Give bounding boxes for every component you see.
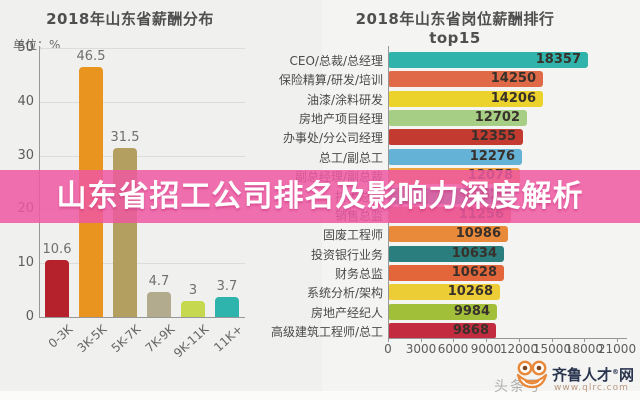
bar-value-label: 3.7 [216,279,238,294]
rank-bar-12 [388,265,504,281]
x-tick-mark [486,338,487,342]
rank-bar-5 [388,129,523,145]
y-gridline [39,263,245,265]
salary-dist-bar-0-3K [45,260,69,317]
rank-bar-4 [388,110,527,126]
rank-row-label: 投资银行业务 [310,248,383,262]
rank-value-label: 10268 [447,284,493,299]
rank-value-label: 10628 [451,265,497,280]
x-tick-mark [552,338,553,342]
x-tick-label: 3000 [405,342,437,356]
rank-bar-1 [388,52,588,68]
qilu-logo-text-tail: 网 [619,366,635,384]
y-tick-label: 40 [17,93,34,109]
rank-row-label: 高级建筑工程师/总工 [270,325,383,339]
x-tick-mark [519,338,520,342]
salary-dist-bar-9K-11K [181,301,205,317]
rank-value-label: 10634 [451,246,497,261]
rank-value-label: 10986 [455,226,501,241]
rank-row-label: 系统分析/架构 [306,286,383,300]
x-tick-mark [453,338,454,342]
rank-value-label: 14250 [490,71,536,86]
rank-value-label: 9868 [452,323,489,338]
rank-value-label: 12702 [474,110,520,125]
rank-value-label: 18357 [535,52,581,67]
bar-value-label: 10.6 [42,242,72,257]
ranking-x-axis-line [388,338,627,339]
bar-value-label: 46.5 [76,49,106,64]
rank-value-label: 12276 [469,149,515,164]
y-tick-label: 30 [17,147,34,163]
y-gridline [39,48,245,49]
rank-bar-13 [388,284,500,300]
bar-value-label: 4.7 [148,274,170,289]
rank-row-label: 固废工程师 [322,228,383,242]
rank-value-label: 12355 [470,129,516,144]
rank-value-label: 14206 [490,91,536,106]
x-tick-label: 18000 [564,342,604,356]
y-tick-label: 50 [17,40,34,55]
headline-text: 山东省招工公司排名及影响力深度解析 [56,179,584,214]
watermark-area: 头条号 齐鲁人才®网 www.qlrc.com [470,356,640,400]
rank-row-label: 办事处/分公司经理 [282,131,383,145]
x-tick-label: 9000 [470,342,502,356]
bar-value-label: 3 [188,283,198,298]
rank-bar-10 [388,226,508,242]
salary-dist-bar-7K-9K [147,292,171,317]
y-tick-label: 0 [25,309,34,324]
headline-banner: 山东省招工公司排名及影响力深度解析 [0,170,640,223]
y-gridline [39,155,245,157]
right-chart-title: 2018年山东省岗位薪酬排行top15 [355,10,555,47]
rank-row-label: 财务总监 [334,267,383,281]
rank-bar-3 [388,91,543,107]
x-tick-mark [584,338,585,342]
rank-row-label: 房地产经纪人 [310,306,383,320]
x-tick-label: 15000 [532,342,572,356]
frog-mascot-icon [514,360,550,396]
qilu-logo-text-main: 齐鲁人才 [552,366,613,384]
x-tick-label: 6000 [437,342,469,356]
rank-bar-2 [388,71,543,87]
qilu-logo-url: www.qlrc.com [554,383,629,393]
rank-row-label: 保险精算/研发/培训 [278,73,383,87]
x-tick-label: 0 [384,342,392,356]
rank-row-label: 房地产项目经理 [298,112,383,126]
bar-value-label: 31.5 [110,130,140,145]
y-gridline [39,101,245,103]
registered-mark: ® [612,368,620,376]
x-tick-mark [421,338,422,342]
x-axis-line [39,317,245,318]
rank-bar-15 [388,323,496,339]
bottom-margin-strip [0,391,640,400]
y-tick-label: 10 [17,255,34,271]
rank-row-label: 总工/副总工 [318,151,383,165]
rank-bar-11 [388,246,504,262]
rank-row-label: CEO/总裁/总经理 [289,54,384,68]
x-tick-label: 21000 [597,342,637,356]
left-chart-title: 2018年山东省薪酬分布 [46,10,214,28]
x-tick-mark [617,338,618,342]
rank-row-label: 油漆/涂料研发 [306,93,383,107]
x-tick-label: 12000 [499,342,539,356]
rank-bar-14 [388,304,497,320]
x-tick-mark [388,338,389,342]
salary-dist-bar-11K+ [215,297,239,317]
qilu-logo-text: 齐鲁人才®网 [552,364,634,385]
rank-bar-6 [388,149,522,165]
rank-value-label: 9984 [453,304,490,319]
